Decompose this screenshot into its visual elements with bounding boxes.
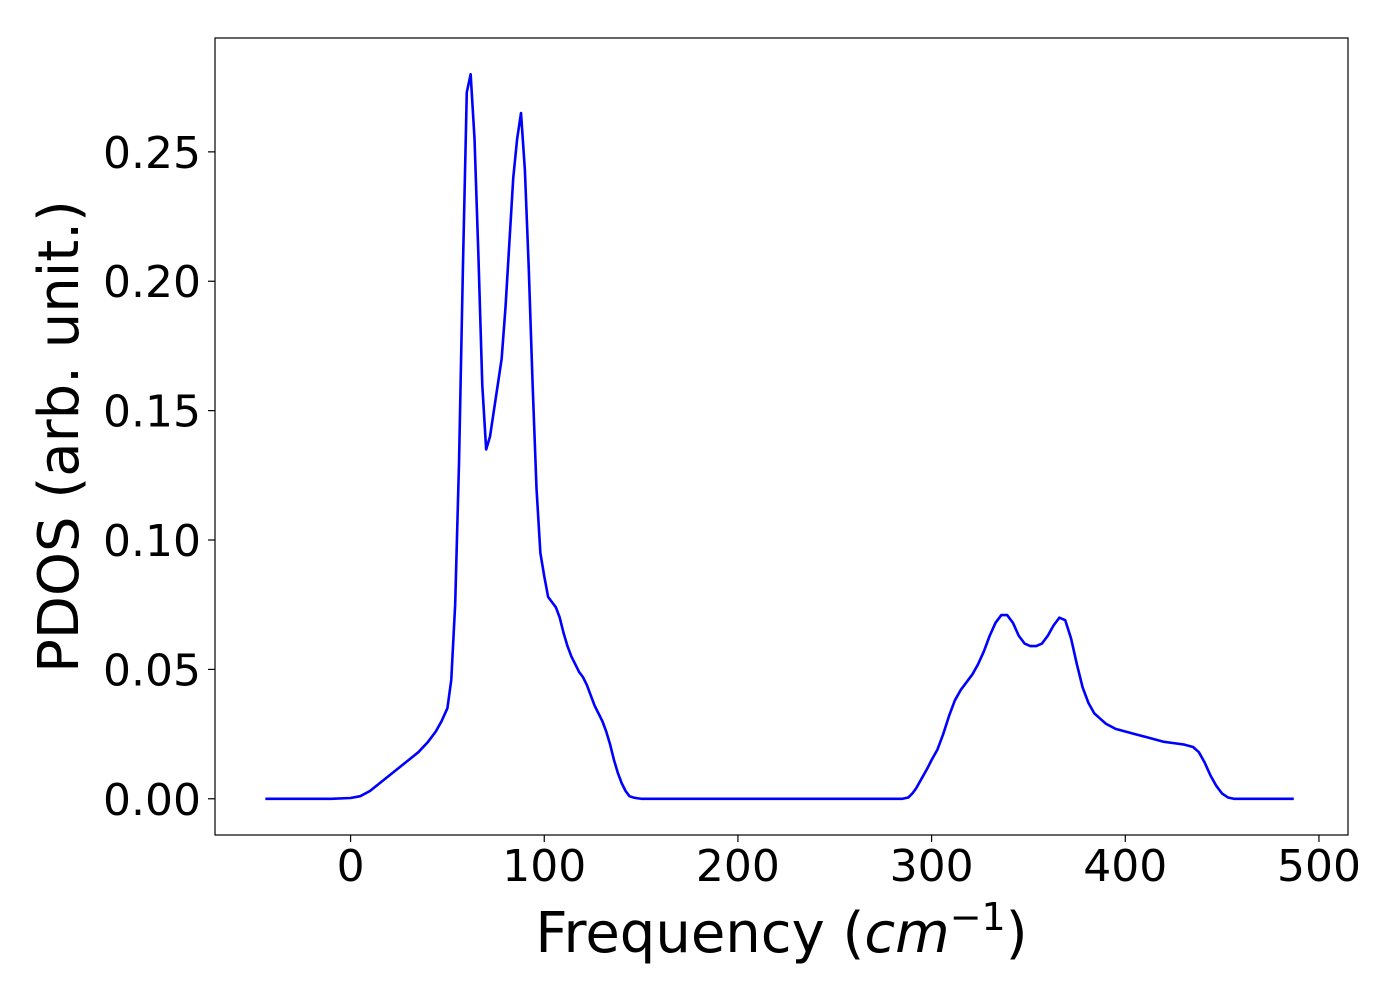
x-axis-label: Frequency (cm−1) <box>535 895 1027 966</box>
y-axis: 0.00 0.05 0.10 0.15 0.20 0.25 <box>103 128 215 826</box>
plot-layer <box>265 72 1294 801</box>
y-axis-label: PDOS (arb. unit.) <box>27 200 92 673</box>
y-tick-label: 0.10 <box>103 516 201 567</box>
x-axis: 0 100 200 300 400 500 <box>337 835 1361 892</box>
x-axis-label-unit: cm <box>864 901 949 966</box>
plot-frame <box>214 37 1349 836</box>
x-tick-label: 0 <box>337 841 365 892</box>
x-tick-label: 300 <box>890 841 974 892</box>
series-line-0 <box>265 72 1294 801</box>
x-tick-label: 400 <box>1083 841 1167 892</box>
x-tick-label: 500 <box>1277 841 1361 892</box>
x-axis-label-prefix: Frequency ( <box>535 901 864 966</box>
y-tick-label: 0.05 <box>103 645 201 696</box>
x-tick-label: 200 <box>696 841 780 892</box>
x-tick-label: 100 <box>502 841 586 892</box>
x-axis-label-suffix: ) <box>1006 901 1028 966</box>
y-tick-label: 0.20 <box>103 257 201 308</box>
y-tick-label: 0.15 <box>103 387 201 438</box>
x-axis-label-exponent: −1 <box>950 895 1006 939</box>
y-tick-label: 0.25 <box>103 128 201 179</box>
y-tick-label: 0.00 <box>103 775 201 826</box>
